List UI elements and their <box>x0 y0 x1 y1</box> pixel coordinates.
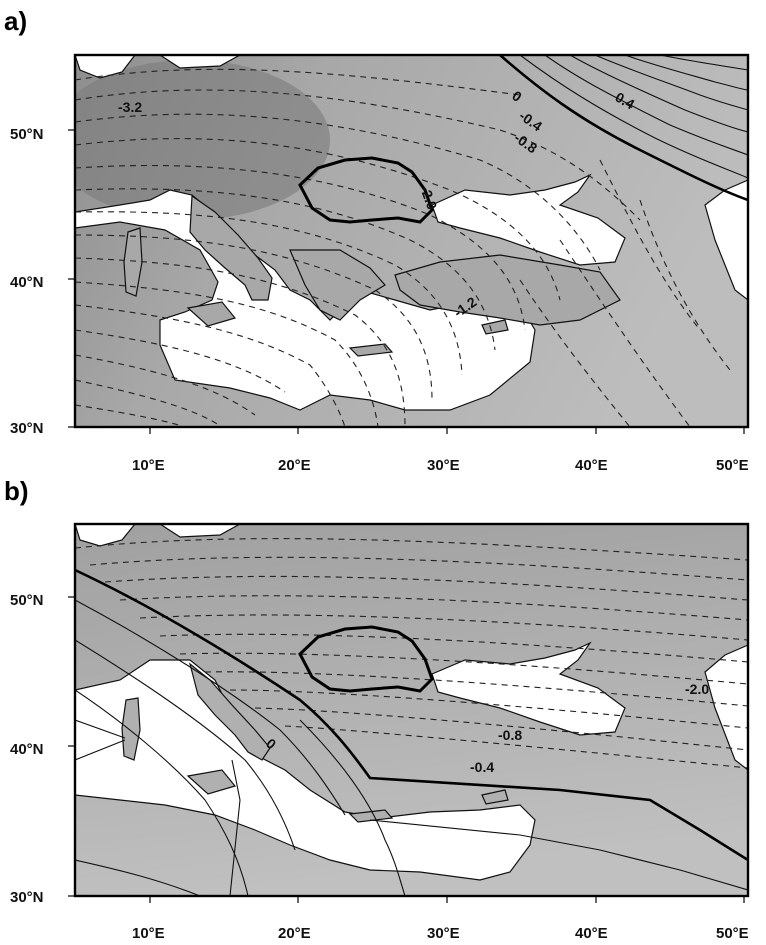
contour-label: -3.2 <box>118 99 142 115</box>
panel-b-solid-contours <box>75 568 748 896</box>
panel-a-dashed-contours <box>75 68 731 427</box>
lon-tick-label: 40°E <box>575 457 608 474</box>
lon-tick-label: 30°E <box>427 457 460 474</box>
lat-tick-label: 50°N <box>10 126 44 143</box>
panel-a-ticks <box>68 129 745 434</box>
lat-tick-label: 50°N <box>10 592 44 609</box>
lon-tick-label: 50°E <box>716 925 749 942</box>
romania-border-a <box>298 156 434 224</box>
panel-a-map <box>75 55 748 427</box>
contour-label: -2.0 <box>685 681 709 697</box>
panel-a-frame <box>73 53 750 429</box>
lat-tick-label: 40°N <box>10 741 44 758</box>
romania-border-b <box>298 625 434 693</box>
lat-tick-label: 30°N <box>10 420 44 437</box>
panel-b: b) <box>4 476 750 942</box>
panel-b-label: b) <box>4 476 29 506</box>
lon-tick-label: 30°E <box>427 925 460 942</box>
contour-label: -2.0 <box>417 184 440 212</box>
panel-b-ticks <box>68 596 745 903</box>
lon-tick-label: 40°E <box>575 925 608 942</box>
black-sea-a <box>431 173 626 266</box>
lon-tick-label: 50°E <box>716 457 749 474</box>
panel-a-label: a) <box>4 6 27 36</box>
panel-b-dashed-contours <box>75 538 748 769</box>
panel-b-frame <box>73 522 750 898</box>
black-sea-b <box>431 641 626 736</box>
lon-tick-label: 10°E <box>132 457 165 474</box>
contour-label: -0.8 <box>498 727 522 743</box>
contour-label: -0.4 <box>470 759 494 775</box>
panel-a-solid-contours <box>499 55 748 202</box>
lon-tick-label: 20°E <box>278 925 311 942</box>
panel-a: a) <box>4 6 750 474</box>
lat-tick-label: 30°N <box>10 889 44 906</box>
lon-tick-label: 20°E <box>278 457 311 474</box>
lat-tick-label: 40°N <box>10 274 44 291</box>
panel-b-map <box>75 524 748 896</box>
lon-tick-label: 10°E <box>132 925 165 942</box>
